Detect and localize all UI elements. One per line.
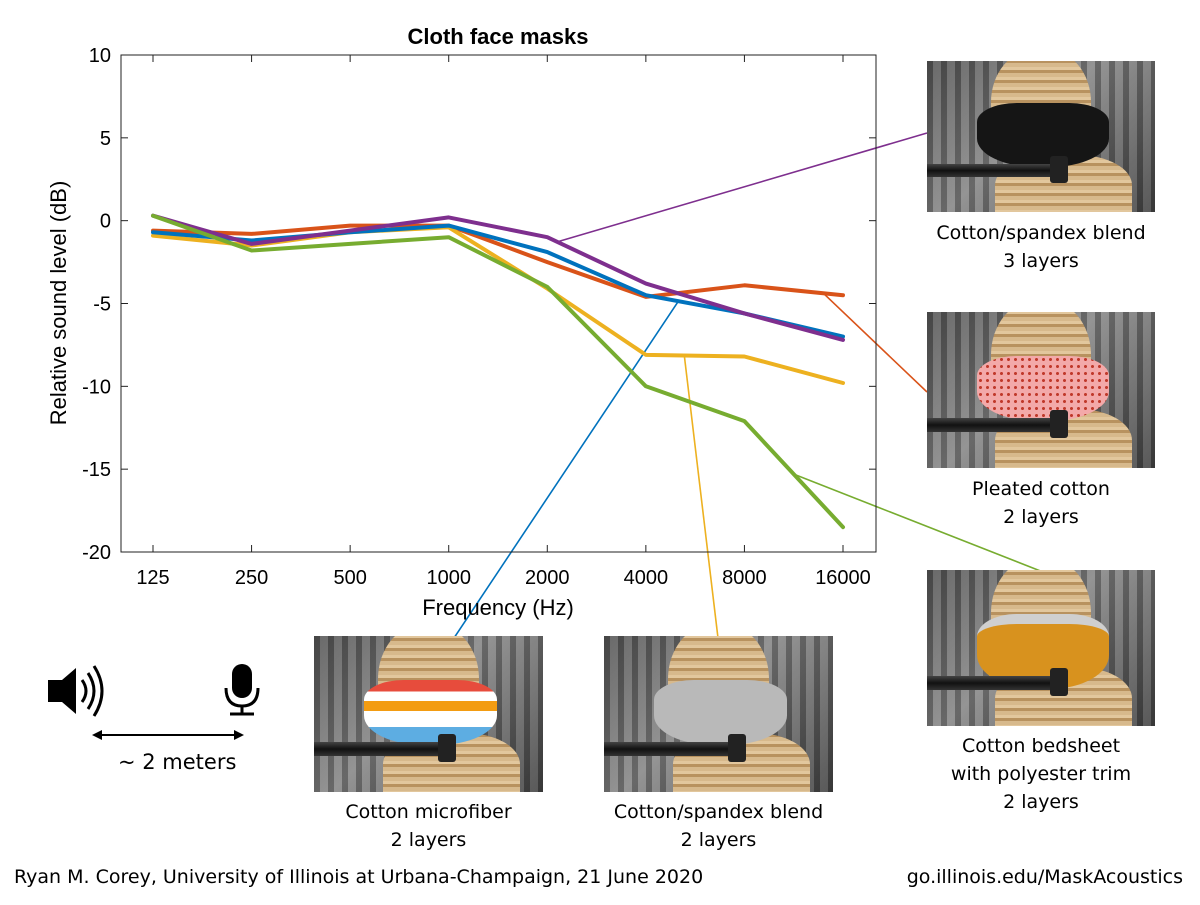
series-line	[151, 213, 845, 530]
caption-line: Cotton microfiber	[345, 801, 512, 823]
photo-pleated-cotton	[927, 312, 1155, 468]
caption-microfiber: Cotton microfiber 2 layers	[314, 798, 543, 854]
x-tick-label: 2000	[525, 567, 570, 589]
x-tick-label: 250	[235, 567, 268, 589]
callout-line	[822, 292, 928, 393]
caption-line: Pleated cotton	[972, 478, 1110, 500]
series-line	[151, 213, 845, 342]
y-axis: 10 5 0 -5 -10 -15 -20	[82, 45, 876, 564]
caption-line: with polyester trim	[950, 763, 1132, 785]
project-link[interactable]: go.illinois.edu/MaskAcoustics	[906, 866, 1183, 888]
y-tick-label: -5	[93, 294, 111, 316]
series-lines	[151, 213, 845, 530]
callout-line	[453, 300, 680, 639]
caption-line: 2 layers	[390, 829, 467, 851]
caption-line: 2 layers	[1003, 791, 1079, 813]
caption-line: 2 layers	[680, 829, 757, 851]
series-line	[151, 223, 845, 299]
y-tick-label: -10	[82, 376, 111, 398]
x-axis: 125 250 500 1000 2000 4000 8000 16000	[136, 55, 871, 589]
photo-microfiber	[314, 636, 543, 792]
x-tick-label: 1000	[426, 567, 471, 589]
photo-spandex-3-layers	[927, 61, 1155, 212]
microphone-icon	[224, 664, 260, 716]
distance-arrow	[92, 730, 244, 740]
photo-bedsheet	[927, 570, 1155, 726]
caption-line: 2 layers	[1003, 506, 1079, 528]
x-tick-label: 500	[333, 567, 366, 589]
credit-text: Ryan M. Corey, University of Illinois at…	[14, 866, 704, 888]
callout-line	[683, 355, 719, 639]
y-tick-label: -15	[82, 459, 111, 481]
callout-line	[793, 473, 1044, 573]
caption-bedsheet: Cotton bedsheet with polyester trim 2 la…	[907, 732, 1175, 816]
x-tick-label: 125	[136, 567, 169, 589]
x-tick-label: 4000	[624, 567, 669, 589]
y-tick-label: 5	[100, 128, 111, 150]
x-axis-label: Frequency (Hz)	[422, 595, 574, 620]
speaker-icon	[48, 665, 104, 717]
caption-line: 3 layers	[1003, 250, 1079, 272]
x-tick-label: 8000	[722, 567, 767, 589]
chart-title: Cloth face masks	[408, 24, 589, 49]
y-tick-label: -20	[82, 542, 111, 564]
photo-spandex-2-layers	[604, 636, 833, 792]
caption-spandex-3-layers: Cotton/spandex blend 3 layers	[927, 219, 1155, 275]
caption-line: Cotton/spandex blend	[936, 222, 1146, 244]
caption-pleated-cotton: Pleated cotton 2 layers	[927, 475, 1155, 531]
distance-label: ~ 2 meters	[118, 750, 237, 774]
caption-spandex-2-layers: Cotton/spandex blend 2 layers	[594, 798, 843, 854]
x-tick-label: 16000	[815, 567, 871, 589]
caption-line: Cotton/spandex blend	[613, 801, 824, 823]
y-tick-label: 0	[100, 211, 111, 233]
y-axis-label: Relative sound level (dB)	[46, 181, 71, 426]
caption-line: Cotton bedsheet	[961, 735, 1121, 757]
y-tick-label: 10	[89, 45, 111, 67]
plot-area	[120, 54, 877, 553]
callout-line	[556, 132, 928, 243]
